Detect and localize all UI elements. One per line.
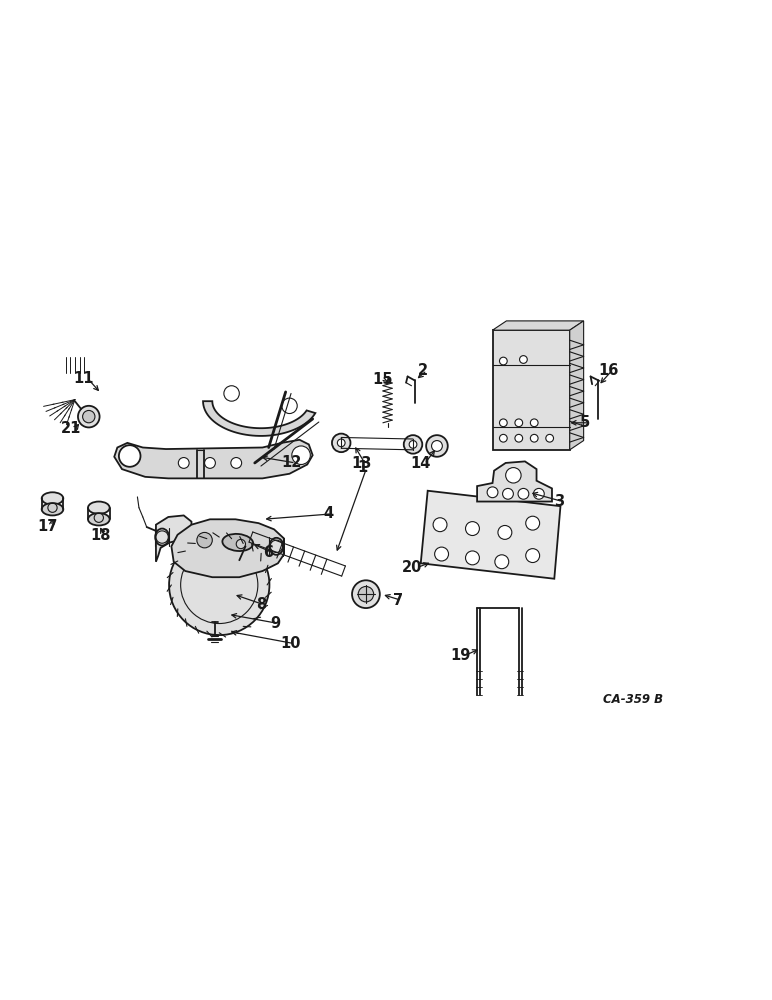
Circle shape (518, 488, 529, 499)
Text: 17: 17 (38, 519, 58, 534)
Text: 12: 12 (282, 455, 302, 470)
Polygon shape (493, 321, 584, 330)
Ellipse shape (155, 529, 169, 546)
Ellipse shape (193, 586, 245, 617)
Circle shape (495, 555, 509, 569)
Ellipse shape (222, 534, 253, 551)
Circle shape (435, 547, 449, 561)
Circle shape (229, 594, 235, 600)
Polygon shape (203, 401, 315, 436)
Circle shape (498, 525, 512, 539)
Text: 4: 4 (323, 506, 334, 521)
Text: 11: 11 (73, 371, 93, 386)
Circle shape (178, 458, 189, 468)
Circle shape (216, 590, 222, 596)
Circle shape (499, 357, 507, 365)
Text: 16: 16 (598, 363, 618, 378)
Circle shape (426, 435, 448, 457)
Circle shape (352, 580, 380, 608)
Circle shape (533, 488, 544, 499)
Text: 6: 6 (263, 545, 274, 560)
Text: 3: 3 (554, 494, 564, 509)
Polygon shape (114, 440, 313, 478)
Text: 14: 14 (411, 456, 431, 471)
Circle shape (282, 398, 297, 414)
Circle shape (197, 532, 212, 548)
Circle shape (499, 419, 507, 427)
Ellipse shape (88, 502, 110, 514)
Circle shape (466, 522, 479, 536)
Circle shape (433, 518, 447, 532)
Text: 8: 8 (256, 597, 266, 612)
Circle shape (205, 458, 215, 468)
Circle shape (515, 419, 523, 427)
Circle shape (526, 516, 540, 530)
Circle shape (409, 441, 417, 448)
Circle shape (515, 434, 523, 442)
Circle shape (503, 488, 513, 499)
Circle shape (231, 458, 242, 468)
Circle shape (520, 356, 527, 363)
Text: 13: 13 (351, 456, 371, 471)
Text: 20: 20 (402, 560, 422, 575)
Text: CA-359 B: CA-359 B (603, 693, 663, 706)
Text: 1: 1 (357, 460, 368, 475)
Circle shape (216, 608, 222, 614)
Polygon shape (171, 519, 284, 577)
Circle shape (546, 434, 554, 442)
Circle shape (229, 603, 235, 610)
Circle shape (292, 446, 310, 464)
Circle shape (530, 419, 538, 427)
Polygon shape (570, 321, 584, 450)
Circle shape (487, 487, 498, 498)
Bar (493, 330, 570, 450)
Circle shape (212, 594, 227, 610)
Polygon shape (421, 491, 560, 579)
Text: 15: 15 (373, 372, 393, 387)
Ellipse shape (88, 513, 110, 525)
Text: 21: 21 (61, 421, 81, 436)
Circle shape (332, 434, 350, 452)
Circle shape (404, 435, 422, 454)
Circle shape (236, 539, 245, 549)
Text: 2: 2 (418, 363, 428, 378)
Text: 5: 5 (580, 415, 591, 430)
Ellipse shape (42, 503, 63, 515)
Circle shape (530, 434, 538, 442)
Circle shape (169, 535, 269, 635)
Text: 9: 9 (269, 616, 280, 631)
Text: 18: 18 (90, 528, 110, 543)
Circle shape (499, 434, 507, 442)
Ellipse shape (42, 492, 63, 505)
Circle shape (432, 441, 442, 451)
Circle shape (506, 468, 521, 483)
Text: 19: 19 (450, 648, 470, 663)
Circle shape (224, 386, 239, 401)
Text: 7: 7 (392, 593, 403, 608)
Circle shape (203, 603, 209, 610)
Ellipse shape (269, 538, 283, 555)
Polygon shape (477, 461, 552, 502)
Circle shape (83, 410, 95, 423)
Polygon shape (156, 515, 191, 562)
Circle shape (358, 586, 374, 602)
Circle shape (466, 551, 479, 565)
Circle shape (119, 445, 141, 467)
Circle shape (526, 549, 540, 563)
Circle shape (337, 439, 345, 447)
Text: 10: 10 (280, 636, 300, 651)
Circle shape (78, 406, 100, 427)
Circle shape (203, 594, 209, 600)
